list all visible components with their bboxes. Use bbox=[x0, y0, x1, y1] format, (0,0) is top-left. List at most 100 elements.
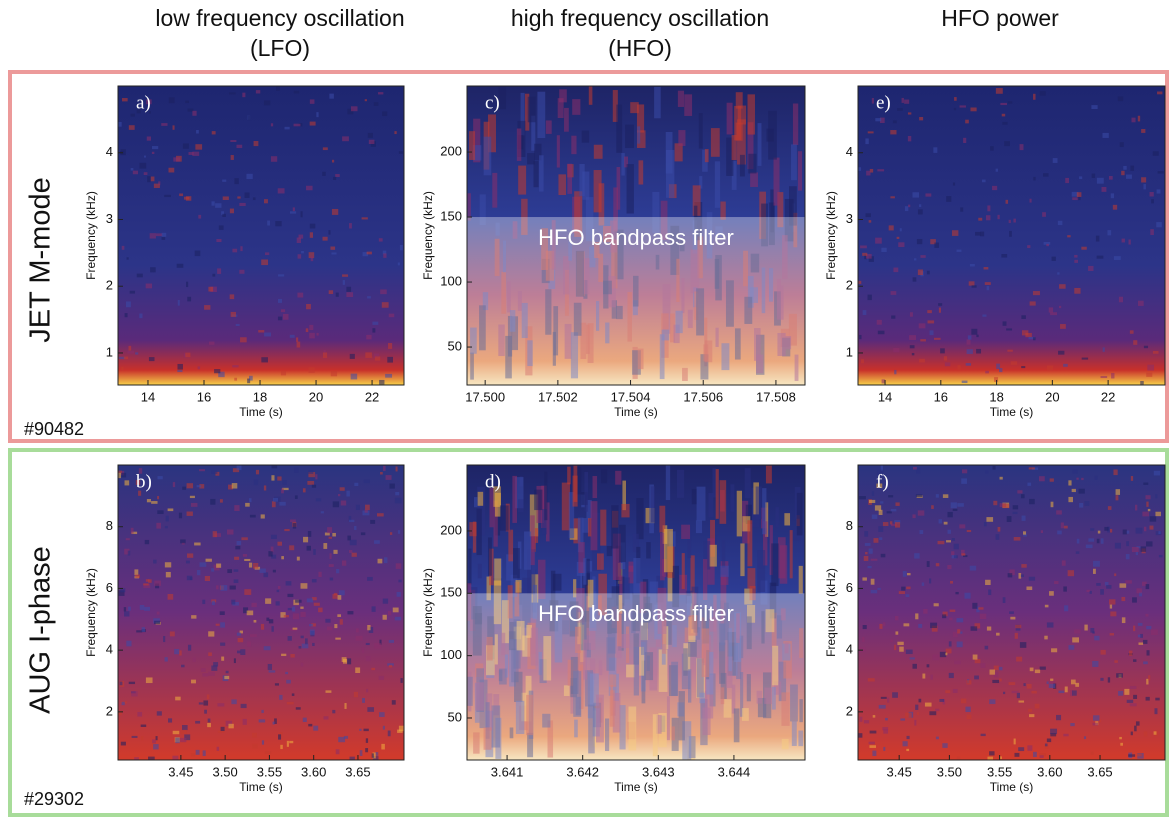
texture-speck bbox=[606, 545, 613, 557]
texture-speck bbox=[182, 143, 189, 149]
texture-speck bbox=[909, 335, 917, 340]
texture-speck bbox=[172, 482, 176, 488]
texture-speck bbox=[610, 220, 617, 253]
texture-speck bbox=[1114, 573, 1117, 577]
texture-speck bbox=[641, 612, 648, 655]
texture-speck bbox=[233, 579, 239, 584]
texture-speck bbox=[748, 153, 757, 174]
texture-speck bbox=[537, 91, 546, 139]
y-tick-label: 4 bbox=[846, 144, 853, 159]
texture-speck bbox=[222, 196, 229, 200]
texture-speck bbox=[731, 135, 737, 161]
texture-speck bbox=[175, 696, 181, 701]
texture-speck bbox=[263, 485, 267, 491]
texture-speck bbox=[980, 733, 986, 737]
texture-speck bbox=[1033, 176, 1036, 181]
texture-speck bbox=[1108, 176, 1113, 180]
texture-speck bbox=[150, 267, 156, 273]
texture-speck bbox=[1126, 541, 1130, 547]
texture-speck bbox=[530, 627, 539, 666]
texture-speck bbox=[1113, 256, 1121, 260]
texture-speck bbox=[1129, 650, 1133, 656]
texture-speck bbox=[930, 674, 933, 680]
texture-speck bbox=[867, 131, 874, 134]
texture-speck bbox=[354, 482, 359, 487]
texture-speck bbox=[965, 363, 972, 366]
texture-speck bbox=[332, 532, 336, 537]
texture-speck bbox=[1133, 694, 1138, 699]
texture-speck bbox=[1079, 176, 1083, 180]
texture-speck bbox=[172, 730, 180, 735]
texture-speck bbox=[228, 723, 234, 729]
texture-speck bbox=[745, 504, 752, 524]
texture-speck bbox=[511, 316, 519, 351]
texture-speck bbox=[877, 330, 885, 335]
texture-speck bbox=[271, 465, 278, 469]
texture-speck bbox=[300, 211, 303, 218]
texture-speck bbox=[146, 136, 152, 141]
texture-speck bbox=[366, 334, 372, 340]
texture-speck bbox=[165, 571, 171, 578]
texture-speck bbox=[650, 486, 655, 523]
texture-speck bbox=[1013, 537, 1021, 541]
row-frame bbox=[8, 70, 1169, 443]
texture-speck bbox=[325, 618, 331, 623]
texture-speck bbox=[1034, 669, 1041, 674]
texture-speck bbox=[1145, 613, 1149, 617]
texture-speck bbox=[935, 708, 940, 712]
texture-speck bbox=[521, 302, 528, 339]
texture-speck bbox=[177, 369, 183, 373]
texture-speck bbox=[509, 310, 516, 332]
texture-speck bbox=[177, 363, 183, 370]
texture-speck bbox=[211, 665, 218, 671]
texture-speck bbox=[153, 744, 159, 750]
texture-speck bbox=[118, 590, 125, 596]
texture-speck bbox=[868, 220, 872, 223]
texture-speck bbox=[607, 597, 612, 634]
texture-speck bbox=[894, 644, 897, 651]
texture-speck bbox=[775, 507, 779, 528]
texture-speck bbox=[914, 719, 917, 726]
x-tick-label: 22 bbox=[365, 389, 379, 404]
texture-speck bbox=[917, 209, 923, 215]
texture-speck bbox=[509, 727, 514, 739]
texture-speck bbox=[893, 267, 899, 273]
texture-speck bbox=[976, 348, 982, 354]
texture-speck bbox=[507, 281, 511, 313]
texture-speck bbox=[593, 170, 602, 213]
texture-speck bbox=[735, 92, 743, 109]
texture-speck bbox=[1122, 529, 1127, 535]
texture-speck bbox=[296, 337, 299, 342]
texture-speck bbox=[399, 244, 403, 251]
filter-label: HFO bandpass filter bbox=[538, 225, 734, 250]
x-tick-label: 14 bbox=[878, 389, 892, 404]
texture-speck bbox=[890, 196, 895, 199]
texture-speck bbox=[266, 617, 270, 621]
texture-speck bbox=[681, 278, 685, 314]
texture-speck bbox=[750, 253, 760, 273]
texture-speck bbox=[1146, 650, 1150, 656]
texture-speck bbox=[400, 678, 403, 683]
texture-speck bbox=[1039, 91, 1046, 96]
texture-speck bbox=[1145, 696, 1150, 701]
texture-speck bbox=[682, 721, 692, 760]
texture-speck bbox=[945, 652, 948, 656]
texture-speck bbox=[165, 515, 169, 522]
texture-speck bbox=[284, 126, 290, 130]
texture-speck bbox=[1050, 678, 1054, 682]
texture-speck bbox=[280, 612, 286, 618]
texture-speck bbox=[639, 646, 645, 676]
texture-speck bbox=[187, 553, 194, 558]
y-tick-label: 200 bbox=[440, 143, 462, 158]
texture-speck bbox=[963, 555, 968, 558]
texture-speck bbox=[1099, 719, 1102, 723]
texture-speck bbox=[118, 470, 122, 474]
texture-speck bbox=[999, 368, 1003, 373]
texture-speck bbox=[1077, 196, 1081, 201]
texture-speck bbox=[331, 159, 335, 163]
texture-speck bbox=[1000, 102, 1008, 106]
texture-speck bbox=[905, 712, 912, 718]
texture-speck bbox=[894, 369, 897, 375]
texture-speck bbox=[143, 155, 146, 158]
texture-speck bbox=[892, 692, 898, 698]
